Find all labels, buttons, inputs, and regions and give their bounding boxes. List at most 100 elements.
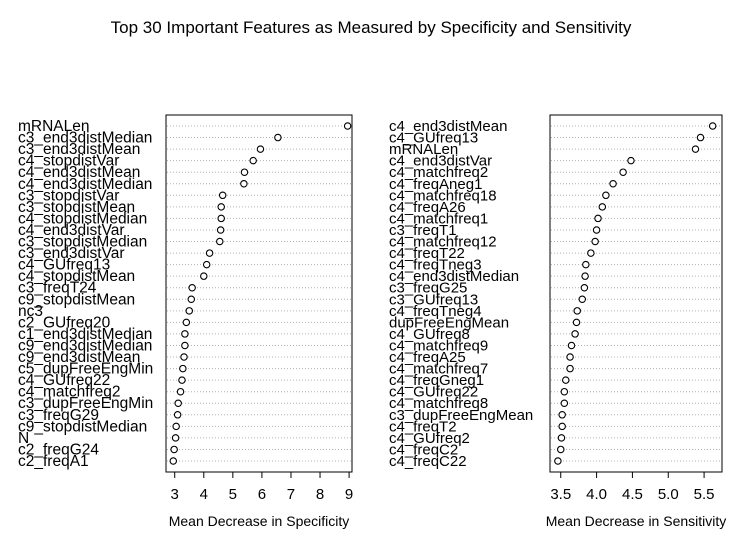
feature-label: c4_freqT2 xyxy=(389,418,457,435)
feature-label: c4_freqA25 xyxy=(389,349,466,366)
data-point xyxy=(592,226,601,234)
data-point xyxy=(566,364,574,373)
data-point xyxy=(182,318,191,327)
data-point xyxy=(181,341,189,350)
data-point xyxy=(594,214,602,223)
data-point xyxy=(562,376,570,384)
x-tick-label: 4.0 xyxy=(586,486,607,503)
data-point xyxy=(179,364,187,373)
feature-label: c2_freqA1 xyxy=(18,453,89,470)
x-tick-label: 7 xyxy=(287,486,295,503)
feature-label: c4_GUfreq22 xyxy=(18,372,110,389)
data-point xyxy=(202,260,211,269)
feature-label: c3_freqG29 xyxy=(18,407,99,424)
data-point xyxy=(240,168,249,176)
feature-label: c4_end3distVar xyxy=(18,222,125,239)
data-point xyxy=(602,191,610,200)
data-point xyxy=(176,387,185,396)
data-point xyxy=(591,237,599,246)
feature-label: mRNALen xyxy=(389,141,458,158)
data-point xyxy=(249,156,257,165)
feature-label: c4_freqT22 xyxy=(389,245,465,262)
data-point xyxy=(560,387,569,396)
feature-label: c5_dupFreeEngMin xyxy=(18,361,153,378)
feature-label: c3_end3distMedian xyxy=(18,130,152,147)
feature-label: c4_freqC2 xyxy=(389,441,458,458)
data-point xyxy=(171,434,180,442)
data-point xyxy=(696,133,705,142)
feature-label: mRNALen xyxy=(18,118,90,135)
feature-label: c4_end3distMean xyxy=(18,164,140,181)
data-point xyxy=(566,353,574,361)
x-axis-label: Mean Decrease in Specificity xyxy=(169,513,350,529)
feature-label: c4_freqAneg1 xyxy=(389,176,482,193)
feature-label: c4_freqC22 xyxy=(389,453,467,470)
feature-label: c3_stopdistVar xyxy=(18,187,119,204)
data-point xyxy=(691,145,700,153)
feature-label: c3_stopdistMean xyxy=(18,199,135,216)
feature-label: c4_GUfreq8 xyxy=(389,326,470,343)
feature-label: c4_matchfreq9 xyxy=(389,337,488,354)
feature-label: c4_GUfreq2 xyxy=(389,430,470,447)
feature-label: c4_end3distMedian xyxy=(389,268,519,285)
data-point xyxy=(558,422,566,431)
feature-label: c3_dupFreeEngMean xyxy=(389,407,533,424)
chart-title: Top 30 Important Features as Measured by… xyxy=(110,18,632,37)
feature-label: c4_freqGneg1 xyxy=(389,372,484,389)
feature-label: c1_end3distMedian xyxy=(18,326,152,343)
data-point xyxy=(556,445,565,454)
data-point xyxy=(558,411,566,419)
feature-label: c3_dupFreeEngMin xyxy=(18,395,153,412)
feature-label: c4_freqA26 xyxy=(389,199,466,216)
x-tick-label: 5 xyxy=(229,486,237,503)
data-point xyxy=(240,180,248,188)
feature-label: nc3 xyxy=(18,303,43,320)
data-point xyxy=(200,272,208,280)
feature-label: c4_matchfreq7 xyxy=(389,361,488,378)
dotchart-panel-2: c4_end3distMeanc4_GUfreq13mRNALenc4_end3… xyxy=(389,114,727,529)
feature-label: c4_stopdistMedian xyxy=(18,210,147,227)
x-axis-label: Mean Decrease in Sensitivity xyxy=(546,513,727,529)
data-point xyxy=(572,318,581,327)
feature-label: c4_matchfreq18 xyxy=(389,187,497,204)
data-point xyxy=(274,133,282,142)
feature-label: c3_GUfreq13 xyxy=(389,291,478,308)
feature-label: c9_stopdistMedian xyxy=(18,418,147,435)
feature-label: c4_end3distVar xyxy=(389,153,492,170)
feature-label: c4_stopdistMean xyxy=(18,268,135,285)
data-point xyxy=(188,283,196,292)
data-point xyxy=(256,145,265,153)
data-point xyxy=(554,457,562,465)
data-point xyxy=(187,295,196,304)
feature-label: c2_freqG24 xyxy=(18,441,99,458)
data-point xyxy=(170,445,178,454)
feature-label: c3_freqG25 xyxy=(389,280,467,297)
data-point xyxy=(343,122,352,130)
data-point xyxy=(185,307,194,315)
x-tick-label: 3 xyxy=(171,486,179,503)
data-point xyxy=(218,191,227,200)
feature-label: c9_stopdistMean xyxy=(18,291,135,308)
feature-label: c4_matchfreq2 xyxy=(389,164,488,181)
feature-label: c2_GUfreq20 xyxy=(18,314,111,331)
data-point xyxy=(205,249,214,257)
data-point xyxy=(567,341,576,350)
data-point xyxy=(217,214,225,223)
data-point xyxy=(557,434,566,442)
x-tick-label: 4 xyxy=(200,486,208,503)
data-point xyxy=(609,180,617,188)
feature-label: c3_end3distMean xyxy=(18,141,140,158)
data-point xyxy=(571,330,579,338)
x-tick-label: 3.5 xyxy=(550,486,571,503)
data-point xyxy=(708,122,717,130)
data-point xyxy=(560,399,569,407)
x-tick-label: 5.0 xyxy=(658,486,679,503)
feature-label: c4_freqTneg3 xyxy=(389,257,482,274)
x-tick-label: 5.5 xyxy=(694,486,715,503)
data-point xyxy=(180,353,188,361)
feature-label: c9_end3distMean xyxy=(18,349,140,366)
data-point xyxy=(174,399,182,407)
data-point xyxy=(216,226,225,234)
feature-label: c3_freqT1 xyxy=(389,222,457,239)
feature-label: c4_matchfreq2 xyxy=(18,384,121,401)
